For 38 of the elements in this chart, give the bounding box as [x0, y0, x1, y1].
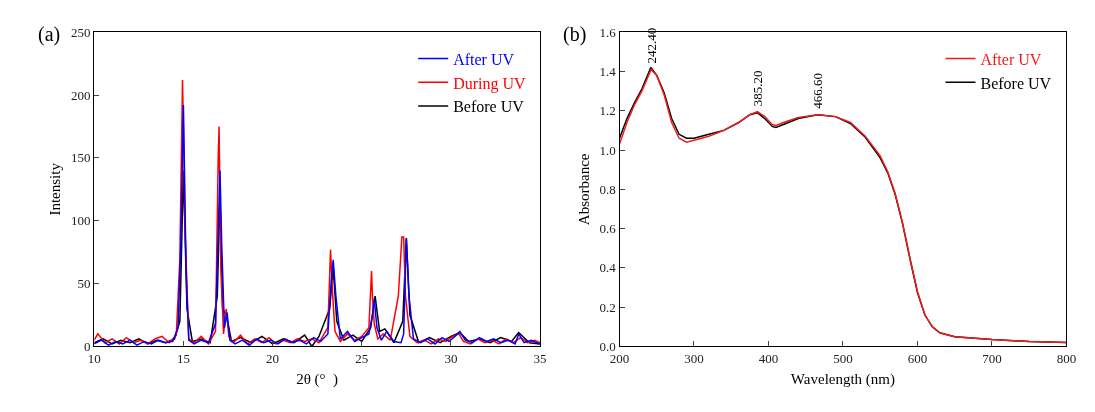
y-tick-label: 100 [71, 213, 91, 229]
y-tick-label: 50 [77, 276, 91, 292]
x-axis-title: Wavelength (nm) [790, 371, 896, 389]
y-tick-label: 0.4 [599, 260, 617, 276]
text: (b) [563, 23, 587, 46]
y-tick-label: 1.2 [599, 103, 616, 119]
x-tick-label: 25 [355, 351, 369, 367]
legend-label: Before UV [980, 74, 1052, 92]
x-tick-label: 35 [533, 351, 547, 367]
x-tick-label: 400 [758, 351, 779, 367]
y-tick-label: 1.6 [599, 24, 617, 40]
legend-label: After UV [980, 50, 1042, 68]
annotation: 385.20 [749, 70, 765, 107]
x-tick-label: 600 [907, 351, 928, 367]
y-tick-label: 0.6 [599, 221, 617, 237]
y-tick-label: 200 [71, 87, 91, 103]
annotation: 242.40 [643, 27, 659, 64]
legend-label: During UV [453, 74, 527, 93]
x-tick-label: 700 [982, 351, 1002, 367]
x-axis-title: 2θ (° ) [296, 371, 339, 389]
y-axis-title: Intensity [47, 162, 64, 216]
y-axis-title: Absorbance [575, 153, 592, 226]
text: (a) [38, 23, 61, 46]
x-tick-label: 500 [833, 351, 853, 367]
y-tick-label: 150 [71, 150, 91, 166]
legend-label: After UV [453, 50, 515, 68]
x-tick-label: 800 [1056, 351, 1077, 367]
x-tick-label: 300 [684, 351, 704, 367]
y-tick-label: 250 [71, 24, 91, 40]
x-tick-label: 20 [266, 351, 280, 367]
x-tick-label: 15 [176, 351, 190, 367]
legend-label: Before UV [453, 98, 525, 116]
y-tick-label: 1.0 [599, 142, 616, 158]
y-tick-label: 0.8 [599, 181, 616, 197]
y-tick-label: 1.4 [599, 63, 617, 79]
x-tick-label: 30 [444, 351, 458, 367]
y-tick-label: 0.2 [599, 299, 616, 315]
annotation: 466.60 [810, 72, 826, 109]
